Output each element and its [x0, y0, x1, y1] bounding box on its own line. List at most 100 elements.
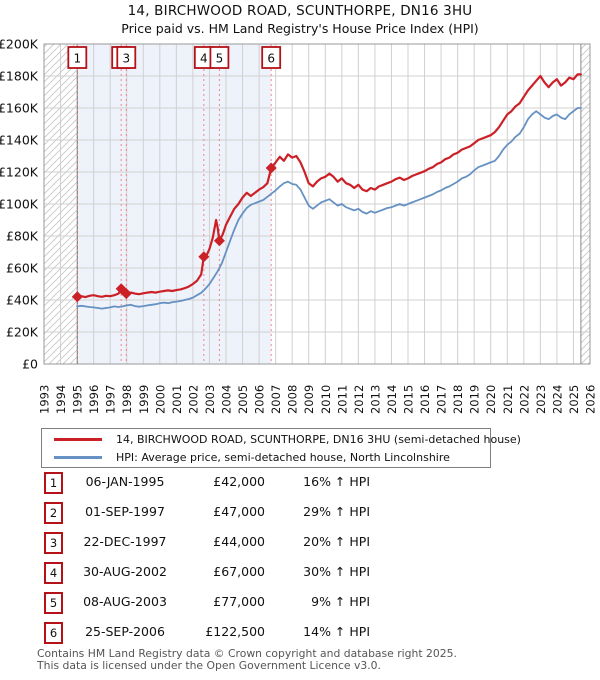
sale-point-diamond — [71, 291, 83, 303]
x-tick-label: 2020 — [484, 385, 498, 414]
sale-price: £122,500 — [205, 624, 265, 639]
sale-number-box — [261, 46, 282, 69]
x-tick-label: 2001 — [170, 385, 184, 414]
sale-number-box-label: 5 — [216, 52, 224, 66]
sale-number-box-label: 6 — [267, 52, 275, 66]
x-tick-label: 2006 — [253, 385, 267, 414]
sale-date: 08-AUG-2003 — [83, 594, 167, 609]
sale-number-box — [116, 46, 137, 69]
property-legend-label: 14, BIRCHWOOD ROAD, SCUNTHORPE, DN16 3HU… — [116, 432, 521, 446]
page-subtitle: Price paid vs. HM Land Registry's House … — [121, 21, 479, 36]
y-tick-label: £100K — [0, 197, 39, 212]
x-tick-label: 2026 — [584, 385, 598, 414]
property-line-swatch — [54, 437, 102, 441]
sale-price: £42,000 — [213, 474, 265, 489]
x-tick-label: 2012 — [352, 385, 366, 414]
x-tick-label: 2010 — [319, 385, 333, 414]
x-tick-label: 2023 — [534, 385, 548, 414]
x-tick-label: 1994 — [54, 385, 68, 414]
sale-hpi-change: 14% ↑ HPI — [303, 624, 370, 639]
x-tick-label: 1998 — [120, 385, 134, 414]
table-row: 6 25-SEP-2006 £122,500 14% ↑ HPI — [0, 622, 600, 644]
sale-date: 30-AUG-2002 — [83, 564, 167, 579]
x-tick-label: 2014 — [385, 385, 399, 414]
sale-date: 01-SEP-1997 — [85, 504, 165, 519]
table-row: 2 01-SEP-1997 £47,000 29% ↑ HPI — [0, 502, 600, 524]
x-tick-label: 2007 — [269, 385, 283, 414]
hpi-legend-label: HPI: Average price, semi-detached house,… — [116, 450, 450, 464]
plot-border — [43, 43, 591, 365]
property-price-line — [75, 73, 583, 299]
x-tick-label: 2021 — [501, 385, 515, 414]
x-tick-label: 2022 — [517, 385, 531, 414]
y-tick-label: £140K — [0, 133, 39, 148]
x-tick-label: 2015 — [402, 385, 416, 414]
x-tick-label: 1997 — [104, 385, 118, 414]
sale-point-diamond — [120, 288, 132, 300]
sale-price: £47,000 — [213, 504, 265, 519]
sale-number-badge: 4 — [44, 562, 63, 584]
sale-hpi-change: 29% ↑ HPI — [303, 504, 370, 519]
table-row: 5 08-AUG-2003 £77,000 9% ↑ HPI — [0, 592, 600, 614]
x-tick-label: 2003 — [203, 385, 217, 414]
x-tick-label: 2002 — [186, 385, 200, 414]
chart-legend: 14, BIRCHWOOD ROAD, SCUNTHORPE, DN16 3HU… — [41, 428, 521, 468]
sale-number-badge: 2 — [44, 502, 63, 524]
legend-row-hpi: HPI: Average price, semi-detached house,… — [42, 450, 490, 465]
table-row: 1 06-JAN-1995 £42,000 16% ↑ HPI — [0, 472, 600, 494]
y-tick-label: £0 — [22, 357, 38, 372]
sale-point-diamond — [265, 162, 277, 174]
x-tick-label: 2025 — [567, 385, 581, 414]
x-tick-label: 2016 — [418, 385, 432, 414]
x-tick-label: 2008 — [286, 385, 300, 414]
y-tick-label: £60K — [6, 261, 39, 276]
footer-copyright: Contains HM Land Registry data © Crown c… — [37, 647, 457, 660]
x-tick-label: 2009 — [302, 385, 316, 414]
page-title: 14, BIRCHWOOD ROAD, SCUNTHORPE, DN16 3HU — [127, 3, 473, 19]
sale-date: 06-JAN-1995 — [85, 474, 165, 489]
sale-number-badge: 6 — [44, 622, 63, 644]
x-tick-label: 1995 — [71, 385, 85, 414]
x-tick-label: 2013 — [368, 385, 382, 414]
footer-licence: This data is licensed under the Open Gov… — [37, 659, 381, 672]
sale-point-diamond — [198, 251, 210, 263]
y-tick-label: £20K — [6, 325, 39, 340]
sale-number-box-label: 1 — [74, 52, 82, 66]
price-chart: 123456£0£20K£40K£60K£80K£100K£120K£140K£… — [0, 37, 598, 415]
x-tick-label: 2000 — [153, 385, 167, 414]
sale-number-box — [209, 46, 230, 69]
x-tick-label: 2017 — [435, 385, 449, 414]
hpi-line — [76, 107, 582, 310]
sale-number-badge: 1 — [44, 472, 63, 494]
sale-number-badge: 3 — [44, 532, 63, 554]
sale-number-box-label: 3 — [122, 52, 130, 66]
table-row: 4 30-AUG-2002 £67,000 30% ↑ HPI — [0, 562, 600, 584]
y-tick-label: £160K — [0, 101, 39, 116]
sale-date: 22-DEC-1997 — [83, 534, 167, 549]
sale-hpi-change: 30% ↑ HPI — [303, 564, 370, 579]
y-tick-label: £80K — [6, 229, 39, 244]
y-tick-label: £180K — [0, 69, 39, 84]
x-tick-label: 2004 — [220, 385, 234, 414]
sale-hpi-change: 16% ↑ HPI — [303, 474, 370, 489]
sale-point-diamond — [213, 235, 225, 247]
sale-number-box-label: 4 — [200, 52, 208, 66]
sale-hpi-change: 9% ↑ HPI — [311, 594, 370, 609]
x-tick-label: 1999 — [137, 385, 151, 414]
y-tick-label: £120K — [0, 165, 39, 180]
sale-number-badge: 5 — [44, 592, 63, 614]
x-tick-label: 1996 — [87, 385, 101, 414]
legend-row-property: 14, BIRCHWOOD ROAD, SCUNTHORPE, DN16 3HU… — [42, 432, 521, 447]
sale-price: £67,000 — [213, 564, 265, 579]
hpi-line-swatch — [54, 455, 102, 459]
x-tick-label: 2011 — [335, 385, 349, 414]
y-tick-label: £200K — [0, 37, 39, 52]
sale-hpi-change: 20% ↑ HPI — [303, 534, 370, 549]
x-tick-label: 2005 — [236, 385, 250, 414]
sale-price: £77,000 — [213, 594, 265, 609]
x-tick-label: 2018 — [451, 385, 465, 414]
sale-number-box — [67, 46, 88, 69]
sale-date: 25-SEP-2006 — [85, 624, 165, 639]
x-tick-label: 2024 — [550, 385, 564, 414]
